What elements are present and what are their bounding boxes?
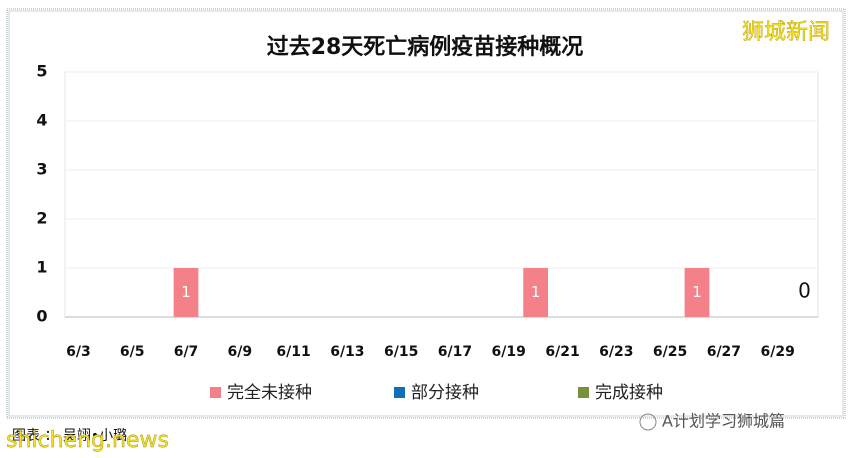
data-label: 0: [798, 279, 811, 303]
x-tick-label: 6/3: [66, 344, 91, 360]
bar: [523, 268, 548, 317]
legend-swatch: [394, 387, 405, 398]
x-tick-label: 6/15: [384, 344, 418, 360]
y-tick-label: 0: [36, 307, 47, 326]
x-tick-label: 6/21: [545, 344, 579, 360]
x-tick-label: 6/9: [227, 344, 252, 360]
legend-swatch: [578, 387, 589, 398]
watermark: shicheng.news: [6, 428, 169, 453]
data-label: 1: [181, 283, 191, 301]
x-tick-label: 6/13: [330, 344, 364, 360]
chart-title: 过去28天死亡病例疫苗接种概况: [267, 34, 584, 60]
frame-inner: [8, 10, 844, 417]
y-tick-label: 2: [36, 209, 47, 228]
x-tick-label: 6/27: [707, 344, 741, 360]
x-tick-label: 6/7: [174, 344, 199, 360]
wechat-icon: [639, 413, 657, 431]
x-tick-label: 6/11: [276, 344, 310, 360]
x-tick-label: 6/19: [492, 344, 526, 360]
legend-label: 完成接种: [595, 383, 663, 403]
legend-label: 完全未接种: [227, 383, 312, 403]
x-tick-label: 6/17: [438, 344, 472, 360]
y-tick-label: 1: [36, 258, 47, 277]
account: A计划学习狮城篇: [662, 412, 785, 431]
legend-swatch: [210, 387, 221, 398]
frame: [6, 8, 846, 419]
y-tick-label: 4: [36, 111, 47, 130]
y-tick-label: 5: [36, 62, 47, 81]
credit: 图表 ： 吴翊•小璐: [12, 428, 127, 444]
y-tick-label: 3: [36, 160, 47, 179]
x-tick-label: 6/5: [120, 344, 145, 360]
bar: [684, 268, 710, 317]
x-tick-label: 6/29: [760, 344, 794, 360]
x-tick-label: 6/25: [653, 344, 687, 360]
x-tick-label: 6/23: [599, 344, 633, 360]
legend-label: 部分接种: [411, 383, 479, 403]
bar: [173, 268, 199, 317]
brand: 狮城新闻: [742, 20, 830, 45]
data-label: 1: [531, 283, 541, 301]
data-label: 1: [692, 283, 702, 301]
